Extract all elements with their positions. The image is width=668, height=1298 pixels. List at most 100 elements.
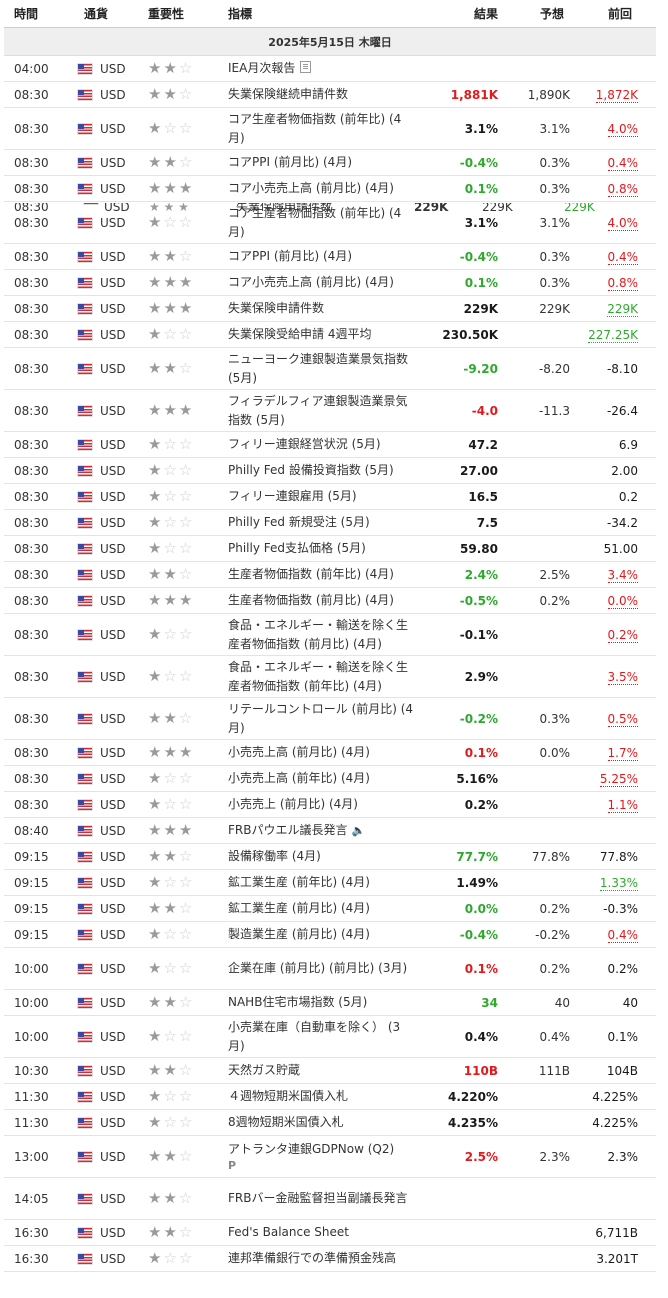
event-row[interactable]: 09:15 USD ★ ☆ ☆ 製造業生産 (前月比) (4月) -0.4% -0.2% 0.4…: [4, 921, 656, 948]
event-previous[interactable]: 4.0%: [607, 121, 638, 137]
event-name-cell[interactable]: コアPPI (前月比) (4月): [228, 149, 420, 176]
event-row[interactable]: 13:00 USD ★ ★ ☆ アトランタ連銀GDPNow (Q2) P 2.5% 2.3% 2.…: [4, 1135, 656, 1178]
event-row[interactable]: 09:15 USD ★ ★ ☆ 設備稼働率 (4月) 77.7% 77.8% 77.8%: [4, 843, 656, 870]
event-name-cell[interactable]: フィラデルフィア連銀製造業景気指数 (5月): [228, 389, 420, 432]
event-name[interactable]: FRBパウエル議長発言: [228, 823, 348, 837]
event-name[interactable]: コア生産者物価指数 (前年比) (4月): [228, 205, 402, 239]
event-name[interactable]: Philly Fed 設備投資指数 (5月): [228, 463, 394, 477]
event-previous[interactable]: 227.25K: [588, 327, 638, 343]
event-row[interactable]: 08:30 USD ★ ★ ☆ コアPPI (前月比) (4月) -0.4% 0.3% 0.4%: [4, 243, 656, 270]
event-previous[interactable]: 0.4%: [607, 249, 638, 265]
event-name-cell[interactable]: Philly Fed 新規受注 (5月): [228, 509, 420, 536]
event-name[interactable]: 鉱工業生産 (前年比) (4月): [228, 875, 370, 889]
event-name-cell[interactable]: Philly Fed 設備投資指数 (5月): [228, 457, 420, 484]
event-row[interactable]: 08:30 USD ★ ☆ ☆ 食品・エネルギー・輸送を除く生産者物価指数 (前年比) (…: [4, 655, 656, 698]
event-name-cell[interactable]: 天然ガス貯蔵: [228, 1057, 420, 1084]
event-row[interactable]: 16:30 USD ★ ★ ☆ Fed's Balance Sheet 6,711B: [4, 1219, 656, 1246]
event-name-cell[interactable]: 鉱工業生産 (前年比) (4月): [228, 869, 420, 896]
event-name[interactable]: 失業保険申請件数: [228, 301, 325, 315]
event-name-cell[interactable]: 失業保険継続申請件数: [228, 81, 420, 108]
event-name-cell[interactable]: FRBパウエル議長発言 🔈: [228, 817, 420, 844]
event-row[interactable]: 08:30 USD ★ ☆ ☆ コア生産者物価指数 (前年比) (4月) 3.1% 3.1% 4…: [4, 201, 656, 244]
event-row[interactable]: 10:00 USD ★ ★ ☆ NAHB住宅市場指数 (5月) 34 40 40: [4, 989, 656, 1016]
event-previous[interactable]: 0.2%: [607, 627, 638, 643]
event-previous[interactable]: 1.33%: [599, 875, 638, 891]
event-row[interactable]: 08:40 USD ★ ★ ★ FRBパウエル議長発言 🔈: [4, 817, 656, 844]
event-previous[interactable]: 229K: [607, 301, 638, 317]
document-icon[interactable]: [300, 61, 312, 73]
header-forecast[interactable]: 予想: [502, 0, 574, 28]
event-name[interactable]: コアPPI (前月比) (4月): [228, 249, 353, 263]
event-name[interactable]: ４週物短期米国債入札: [228, 1089, 349, 1103]
event-name-cell[interactable]: コア生産者物価指数 (前年比) (4月): [228, 107, 420, 150]
event-name[interactable]: 設備稼働率 (4月): [228, 849, 321, 863]
event-row[interactable]: 08:30 USD ★ ☆ ☆ コア生産者物価指数 (前年比) (4月) 3.1% 3.1% 4…: [4, 107, 656, 150]
event-name-cell[interactable]: 小売業在庫（自動車を除く） (3月): [228, 1015, 420, 1058]
event-row[interactable]: 11:30 USD ★ ☆ ☆ 8週物短期米国債入札 4.235% 4.225%: [4, 1109, 656, 1136]
event-name-cell[interactable]: 生産者物価指数 (前月比) (4月): [228, 587, 420, 614]
event-row[interactable]: 08:30 USD ★ ★ ☆ コアPPI (前月比) (4月) -0.4% 0.3% 0.4%: [4, 149, 656, 176]
event-row[interactable]: 10:00 USD ★ ☆ ☆ 小売業在庫（自動車を除く） (3月) 0.4% 0.4% 0.1…: [4, 1015, 656, 1058]
event-row[interactable]: 08:30 USD ★ ☆ ☆ 小売売上 (前月比) (4月) 0.2% 1.1%: [4, 791, 656, 818]
event-row[interactable]: 16:30 USD ★ ☆ ☆ 連邦準備銀行での準備預金残高 3.201T: [4, 1245, 656, 1272]
event-name[interactable]: Fed's Balance Sheet: [228, 1225, 349, 1239]
event-previous[interactable]: 3.5%: [607, 669, 638, 685]
event-name-cell[interactable]: ニューヨーク連銀製造業景気指数 (5月): [228, 347, 420, 390]
event-row[interactable]: 08:30 USD ★ ☆ ☆ Philly Fed 新規受注 (5月) 7.5 -34.2: [4, 509, 656, 536]
event-name[interactable]: フィリー連銀雇用 (5月): [228, 489, 357, 503]
event-name[interactable]: 8週物短期米国債入札: [228, 1115, 344, 1129]
event-name[interactable]: 企業在庫 (前月比) (前月比) (3月): [228, 961, 408, 975]
event-name[interactable]: 生産者物価指数 (前年比) (4月): [228, 567, 394, 581]
event-name-cell[interactable]: フィリー連銀雇用 (5月): [228, 483, 420, 510]
event-name-cell[interactable]: 生産者物価指数 (前年比) (4月): [228, 561, 420, 588]
event-name[interactable]: リテールコントロール (前月比) (4月): [228, 701, 414, 735]
event-previous[interactable]: 0.0%: [607, 593, 638, 609]
event-previous[interactable]: 0.8%: [607, 181, 638, 197]
event-name-cell[interactable]: 食品・エネルギー・輸送を除く生産者物価指数 (前月比) (4月): [228, 613, 420, 656]
event-row[interactable]: 08:30 USD ★ ☆ ☆ 食品・エネルギー・輸送を除く生産者物価指数 (前月比) (…: [4, 613, 656, 656]
event-row[interactable]: 08:30 USD ★ ★ ★ コア小売売上高 (前月比) (4月) 0.1% 0.3% 0.8…: [4, 269, 656, 296]
event-name[interactable]: アトランタ連銀GDPNow (Q2): [228, 1142, 395, 1156]
event-name-cell[interactable]: 設備稼働率 (4月): [228, 843, 420, 870]
event-row[interactable]: 08:30 USD ★ ☆ ☆ フィリー連銀雇用 (5月) 16.5 0.2: [4, 483, 656, 510]
event-name[interactable]: フィリー連銀経営状況 (5月): [228, 437, 381, 451]
event-row[interactable]: 08:30 USD ★ ☆ ☆ フィリー連銀経営状況 (5月) 47.2 6.9: [4, 431, 656, 458]
event-name[interactable]: コア生産者物価指数 (前年比) (4月): [228, 111, 402, 145]
header-previous[interactable]: 前回: [574, 0, 656, 28]
event-name[interactable]: 小売売上 (前月比) (4月): [228, 797, 358, 811]
event-previous[interactable]: 1,872K: [595, 87, 638, 103]
event-name[interactable]: コアPPI (前月比) (4月): [228, 155, 353, 169]
event-name-cell[interactable]: リテールコントロール (前月比) (4月): [228, 697, 420, 740]
event-row[interactable]: 08:30 USD ★ ★ ★ 生産者物価指数 (前月比) (4月) -0.5% 0.2% 0.…: [4, 587, 656, 614]
event-name-cell[interactable]: 鉱工業生産 (前月比) (4月): [228, 895, 420, 922]
event-name-cell[interactable]: コア生産者物価指数 (前年比) (4月): [228, 201, 420, 244]
event-previous[interactable]: 3.4%: [607, 567, 638, 583]
event-name[interactable]: 小売売上高 (前月比) (4月): [228, 745, 370, 759]
header-currency[interactable]: 通貨: [72, 0, 138, 28]
event-row[interactable]: 08:30 USD ★ ★ ★ コア小売売上高 (前月比) (4月) 0.1% 0.3% 0.8…: [4, 175, 656, 202]
header-time[interactable]: 時間: [4, 0, 72, 28]
event-name-cell[interactable]: アトランタ連銀GDPNow (Q2) P: [228, 1135, 420, 1178]
event-name-cell[interactable]: 小売売上 (前月比) (4月): [228, 791, 420, 818]
event-row[interactable]: 10:30 USD ★ ★ ☆ 天然ガス貯蔵 110B 111B 104B: [4, 1057, 656, 1084]
event-row[interactable]: 08:30 USD ★ ★ ☆ ニューヨーク連銀製造業景気指数 (5月) -9.20 -8.2…: [4, 347, 656, 390]
event-previous[interactable]: 0.8%: [607, 275, 638, 291]
event-name-cell[interactable]: Philly Fed支払価格 (5月): [228, 535, 420, 562]
event-previous[interactable]: 1.7%: [607, 745, 638, 761]
event-row[interactable]: 08:30 USD ★ ★ ☆ 失業保険継続申請件数 1,881K 1,890K 1,872K: [4, 81, 656, 108]
event-name-cell[interactable]: 失業保険申請件数: [228, 295, 420, 322]
event-name[interactable]: コア小売売上高 (前月比) (4月): [228, 275, 394, 289]
event-name[interactable]: ニューヨーク連銀製造業景気指数 (5月): [228, 351, 409, 385]
event-row[interactable]: 08:30 USD ★ ★ ★ 失業保険申請件数 229K 229K 229K: [4, 295, 656, 322]
event-name[interactable]: フィラデルフィア連銀製造業景気指数 (5月): [228, 393, 408, 427]
event-previous[interactable]: 5.25%: [599, 771, 638, 787]
event-name-cell[interactable]: NAHB住宅市場指数 (5月): [228, 989, 420, 1016]
event-row[interactable]: 11:30 USD ★ ☆ ☆ ４週物短期米国債入札 4.220% 4.225%: [4, 1083, 656, 1110]
event-previous[interactable]: 0.4%: [607, 927, 638, 943]
event-name[interactable]: 小売売上高 (前年比) (4月): [228, 771, 370, 785]
event-row[interactable]: 08:30 USD ★ ☆ ☆ 小売売上高 (前年比) (4月) 5.16% 5.25%: [4, 765, 656, 792]
event-previous[interactable]: 4.0%: [607, 215, 638, 231]
event-name[interactable]: NAHB住宅市場指数 (5月): [228, 995, 368, 1009]
event-previous[interactable]: 0.5%: [607, 711, 638, 727]
event-name-cell[interactable]: 小売売上高 (前月比) (4月): [228, 739, 420, 766]
